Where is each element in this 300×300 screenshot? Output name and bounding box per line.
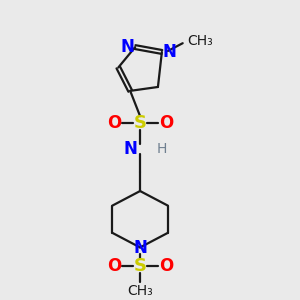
Text: O: O [159,257,173,275]
Text: CH₃: CH₃ [127,284,153,298]
Text: N: N [163,43,177,61]
Text: N: N [120,38,134,56]
Text: O: O [107,114,122,132]
Text: N: N [133,239,147,257]
Text: O: O [107,257,122,275]
Text: H: H [157,142,167,156]
Text: S: S [134,257,147,275]
Text: S: S [134,114,147,132]
Text: CH₃: CH₃ [188,34,213,48]
Text: N: N [123,140,137,158]
Text: O: O [159,114,173,132]
